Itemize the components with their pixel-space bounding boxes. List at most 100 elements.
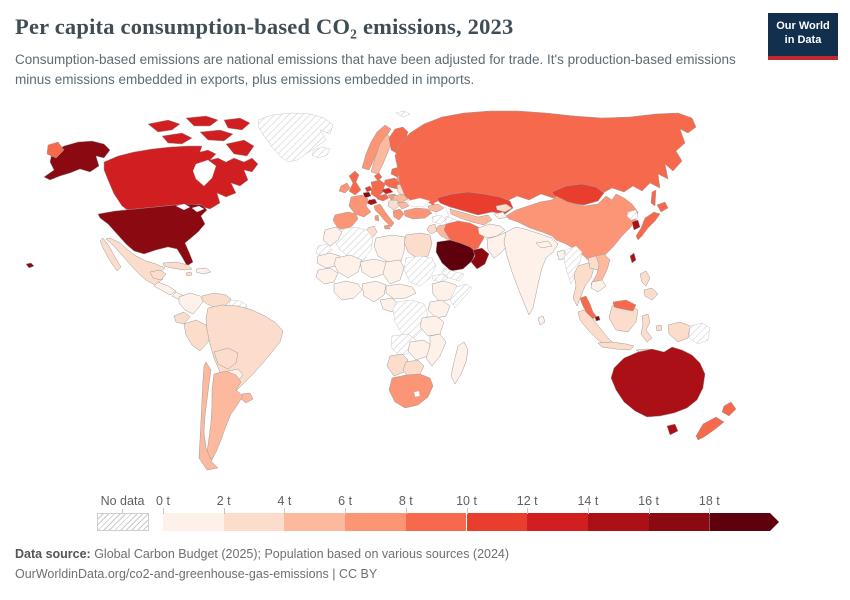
country-japan-hokkaido[interactable] <box>656 201 669 213</box>
country-sakhalin[interactable] <box>650 189 657 207</box>
country-italy[interactable] <box>373 203 395 228</box>
country-netherlands[interactable] <box>364 185 373 193</box>
legend-bin-12–14 t[interactable] <box>527 513 588 531</box>
country-mexico-baja[interactable] <box>99 237 122 272</box>
country-peru[interactable] <box>183 319 213 352</box>
country-austria[interactable] <box>376 193 390 202</box>
country-bolivia[interactable] <box>213 347 239 370</box>
country-mozambique[interactable] <box>425 333 447 367</box>
country-png[interactable] <box>688 322 711 345</box>
country-singapore[interactable] <box>594 315 601 322</box>
country-ireland[interactable] <box>338 182 351 194</box>
country-canada-baffin[interactable] <box>225 139 255 157</box>
country-cameroon-car[interactable] <box>385 283 417 300</box>
country-nigeria[interactable] <box>361 280 387 303</box>
country-kyrgyzstan[interactable] <box>495 203 513 213</box>
country-poland[interactable] <box>383 177 401 190</box>
country-iran[interactable] <box>443 220 485 253</box>
country-chad[interactable] <box>382 259 405 285</box>
legend-bin-2–4 t[interactable] <box>223 513 285 531</box>
legend-bin-16–18 t[interactable] <box>648 513 710 531</box>
country-france[interactable] <box>348 194 372 218</box>
country-sulawesi[interactable] <box>640 313 653 343</box>
country-morocco[interactable] <box>322 226 343 247</box>
legend-bin-0–2 t[interactable] <box>163 513 224 531</box>
country-canada-arctic2[interactable] <box>185 115 219 127</box>
country-sicily[interactable] <box>383 224 391 230</box>
country-taiwan[interactable] <box>629 252 637 264</box>
country-moluccas[interactable] <box>655 324 663 332</box>
country-hawaii[interactable] <box>25 262 35 269</box>
country-libya[interactable] <box>373 234 406 265</box>
country-mali[interactable] <box>333 254 363 279</box>
country-mexico[interactable] <box>105 237 166 286</box>
country-australia[interactable] <box>610 346 706 418</box>
country-levant[interactable] <box>426 223 438 235</box>
country-russia[interactable] <box>394 110 697 208</box>
country-eritrea[interactable] <box>431 273 449 283</box>
legend-bin-6–8 t[interactable] <box>345 513 406 531</box>
country-egypt[interactable] <box>403 232 433 259</box>
country-sardinia[interactable] <box>374 214 380 222</box>
country-uruguay[interactable] <box>240 392 254 404</box>
country-caucasus[interactable] <box>427 203 445 213</box>
country-argentina[interactable] <box>206 370 244 461</box>
country-nepal[interactable] <box>535 240 553 249</box>
country-algeria[interactable] <box>333 226 374 263</box>
country-bulgaria[interactable] <box>396 201 410 210</box>
country-west-papua[interactable] <box>667 321 691 343</box>
country-canada[interactable] <box>103 145 259 213</box>
country-somalia[interactable] <box>449 283 473 309</box>
country-philippines-south[interactable] <box>643 287 659 301</box>
country-kenya[interactable] <box>427 299 451 319</box>
country-denmark[interactable] <box>373 172 383 182</box>
legend-bin-8–10 t[interactable] <box>405 513 467 531</box>
country-cuba[interactable] <box>162 261 193 271</box>
country-guatemala[interactable] <box>153 281 177 296</box>
country-mexico-yucatan[interactable] <box>149 269 167 281</box>
country-java[interactable] <box>597 341 635 351</box>
owid-logo[interactable]: Our World in Data <box>768 13 838 60</box>
country-germany[interactable] <box>370 179 386 199</box>
country-afghanistan[interactable] <box>477 223 506 239</box>
legend-bin-18+ t[interactable] <box>709 513 779 531</box>
country-tasmania[interactable] <box>666 423 679 436</box>
country-namibia[interactable] <box>386 353 409 377</box>
country-switzerland[interactable] <box>366 198 378 206</box>
country-senegal-guinea[interactable] <box>315 267 339 285</box>
country-iceland[interactable] <box>311 146 331 159</box>
country-colombia[interactable] <box>178 292 205 315</box>
country-balkans[interactable] <box>387 199 401 211</box>
country-chile[interactable] <box>198 361 219 471</box>
country-niger[interactable] <box>359 258 387 279</box>
country-oman-uae[interactable] <box>470 247 490 270</box>
country-canada-arctic1[interactable] <box>147 119 181 133</box>
country-russia-chukotka[interactable] <box>46 141 65 159</box>
country-japan-honshu[interactable] <box>635 211 661 241</box>
country-ecuador[interactable] <box>173 311 191 325</box>
country-greenland[interactable] <box>257 112 334 163</box>
country-canada-arctic3[interactable] <box>223 117 251 131</box>
country-spain[interactable] <box>332 211 359 232</box>
country-uk[interactable] <box>348 170 362 196</box>
country-yemen[interactable] <box>441 267 465 282</box>
country-cambodia[interactable] <box>590 279 607 293</box>
country-canada-arctic5[interactable] <box>199 129 234 142</box>
country-kazakhstan[interactable] <box>436 191 514 216</box>
country-tanzania[interactable] <box>419 315 445 337</box>
country-sudan[interactable] <box>403 255 437 287</box>
country-svalbard[interactable] <box>395 110 411 118</box>
country-syria[interactable] <box>431 214 447 225</box>
country-greece[interactable] <box>392 208 405 221</box>
country-north-korea[interactable] <box>626 209 639 221</box>
country-malaysia-borneo[interactable] <box>612 299 637 312</box>
country-nz-north[interactable] <box>721 401 737 417</box>
country-hispaniola[interactable] <box>195 267 212 275</box>
country-south-korea[interactable] <box>631 219 641 231</box>
country-drc[interactable] <box>392 299 429 339</box>
country-czechia[interactable] <box>380 187 394 195</box>
country-sri-lanka[interactable] <box>537 315 546 326</box>
country-philippines-luzon[interactable] <box>639 270 651 287</box>
country-turkey[interactable] <box>403 207 433 220</box>
country-uzbekistan[interactable] <box>449 208 493 226</box>
